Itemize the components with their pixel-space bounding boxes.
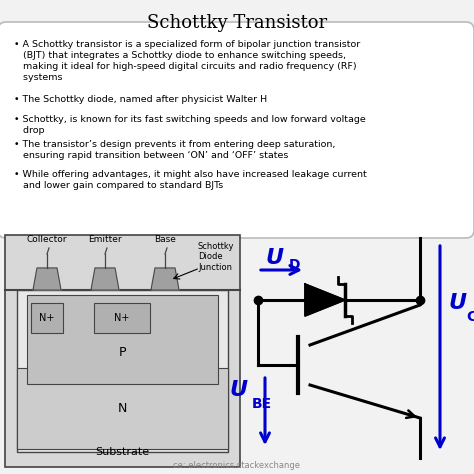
Polygon shape — [151, 268, 179, 290]
Text: BE: BE — [252, 397, 272, 411]
Text: D: D — [289, 258, 301, 272]
Text: Substrate: Substrate — [95, 447, 150, 457]
Polygon shape — [305, 284, 345, 316]
Text: • Schottky, is known for its fast switching speeds and low forward voltage
   dr: • Schottky, is known for its fast switch… — [14, 115, 366, 135]
Text: • The transistor’s design prevents it from entering deep saturation,
   ensuring: • The transistor’s design prevents it fr… — [14, 140, 336, 160]
Bar — [17, 368, 228, 449]
Text: • A Schottky transistor is a specialized form of bipolar junction transistor
   : • A Schottky transistor is a specialized… — [14, 40, 360, 82]
Polygon shape — [91, 268, 119, 290]
Text: • While offering advantages, it might also have increased leakage current
   and: • While offering advantages, it might al… — [14, 170, 367, 190]
Text: U: U — [448, 293, 466, 313]
Bar — [5, 235, 240, 467]
Text: U: U — [265, 248, 283, 268]
Bar — [17, 290, 228, 452]
Text: Emitter: Emitter — [88, 235, 122, 244]
FancyBboxPatch shape — [0, 22, 474, 238]
Bar — [27, 295, 218, 384]
Bar — [31, 303, 63, 333]
Text: U: U — [230, 380, 248, 400]
Text: Schottky
Diode
Junction: Schottky Diode Junction — [198, 242, 235, 272]
Text: Base: Base — [154, 235, 176, 244]
Text: Schottky Transistor: Schottky Transistor — [147, 14, 327, 32]
Text: N+: N+ — [39, 313, 55, 323]
Bar — [94, 303, 150, 333]
Text: N: N — [118, 402, 127, 415]
Text: ce: electronics.stackexchange: ce: electronics.stackexchange — [173, 461, 301, 470]
Polygon shape — [33, 268, 61, 290]
Text: N+: N+ — [114, 313, 130, 323]
Text: • The Schottky diode, named after physicist Walter H: • The Schottky diode, named after physic… — [14, 95, 267, 104]
Text: P: P — [119, 346, 126, 359]
Text: CE: CE — [466, 310, 474, 324]
Text: Collector: Collector — [27, 235, 67, 244]
